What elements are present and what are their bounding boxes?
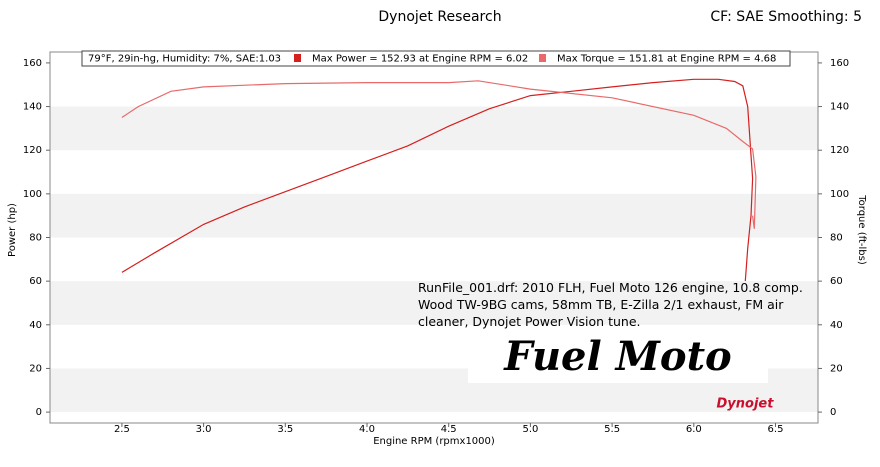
grid-band [50,281,818,325]
grid-band [50,106,818,151]
x-tick-label: 5.5 [604,424,620,435]
x-tick-label: 2.5 [114,424,130,435]
y2-tick-label: 160 [830,58,849,69]
y2-axis-label: Torque (ft-lbs) [856,194,867,265]
chart-subtitle: CF: SAE Smoothing: 5 [710,9,862,25]
annotation: Wood TW-9BG cams, 58mm TB, E-Zilla 2/1 e… [418,297,784,312]
y2-tick-label: 100 [830,189,849,200]
x-tick-label: 5.0 [522,424,538,435]
x-tick-label: 4.0 [359,424,375,435]
y2-tick-label: 0 [830,407,836,418]
y2-tick-label: 20 [830,363,843,374]
x-axis-label: Engine RPM (rpmx1000) [373,436,495,447]
y-tick-label: 0 [36,407,42,418]
grid-band [50,193,818,238]
y2-tick-label: 140 [830,102,849,113]
legend-swatch [539,54,546,62]
y-tick-label: 60 [29,276,42,287]
logo-box [468,333,768,383]
y2-tick-label: 60 [830,276,843,287]
chart-title: Dynojet Research [378,9,501,25]
series-line [121,78,754,282]
legend-box [81,50,791,67]
y-tick-label: 140 [23,102,42,113]
y-tick-label: 160 [23,58,42,69]
x-tick-label: 3.5 [277,424,293,435]
series-line [121,80,757,229]
annotation: RunFile_001.drf: 2010 FLH, Fuel Moto 126… [418,280,803,295]
y-tick-label: 20 [29,363,42,374]
legend-swatch [294,54,301,62]
annotation: cleaner, Dynojet Power Vision tune. [418,314,640,329]
legend-label: Max Power = 152.93 at Engine RPM = 6.02 [312,54,528,65]
y2-tick-label: 80 [830,233,843,244]
y-axis-label: Power (hp) [7,203,18,257]
conditions: 79°F, 29in-hg, Humidity: 7%, SAE:1.03 [88,54,281,65]
y2-tick-label: 40 [830,320,843,331]
y-tick-label: 40 [29,320,42,331]
dynojet-logo: Dynojet [717,397,775,412]
y-tick-label: 120 [23,145,42,156]
x-tick-label: 3.0 [196,424,212,435]
y-tick-label: 80 [29,233,42,244]
y-tick-label: 100 [23,189,42,200]
x-tick-label: 4.5 [441,424,457,435]
fuel-moto-logo: Fuel Moto [503,333,731,380]
x-tick-label: 6.0 [686,424,702,435]
x-tick-label: 6.5 [768,424,784,435]
y2-tick-label: 120 [830,145,849,156]
legend-label: Max Torque = 151.81 at Engine RPM = 4.68 [557,54,776,65]
